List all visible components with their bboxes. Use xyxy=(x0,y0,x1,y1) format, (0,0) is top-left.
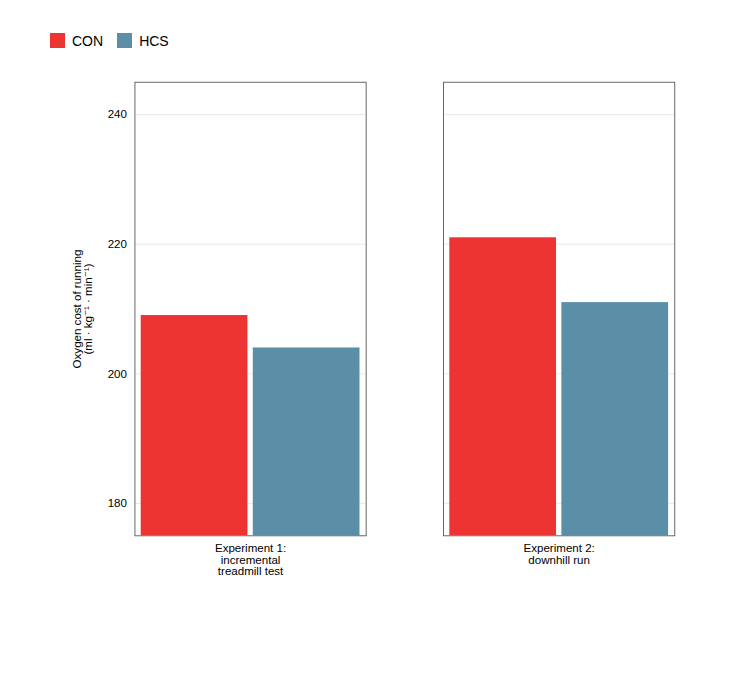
svg-text:240: 240 xyxy=(108,108,127,120)
svg-text:Experiment 1:incrementaltreadm: Experiment 1:incrementaltreadmill test xyxy=(215,542,286,577)
svg-text:180: 180 xyxy=(108,497,127,509)
svg-text:220: 220 xyxy=(108,238,127,250)
html-text:HCS: HCS xyxy=(139,32,169,49)
svg-text:Oxygen cost of running(ml · kg: Oxygen cost of running(ml · kg⁻¹ · min⁻¹… xyxy=(71,250,95,369)
svg-text:200: 200 xyxy=(108,368,127,380)
html-text:CON: CON xyxy=(72,32,104,49)
svg-text:Experiment 2:downhill run: Experiment 2:downhill run xyxy=(524,542,595,566)
